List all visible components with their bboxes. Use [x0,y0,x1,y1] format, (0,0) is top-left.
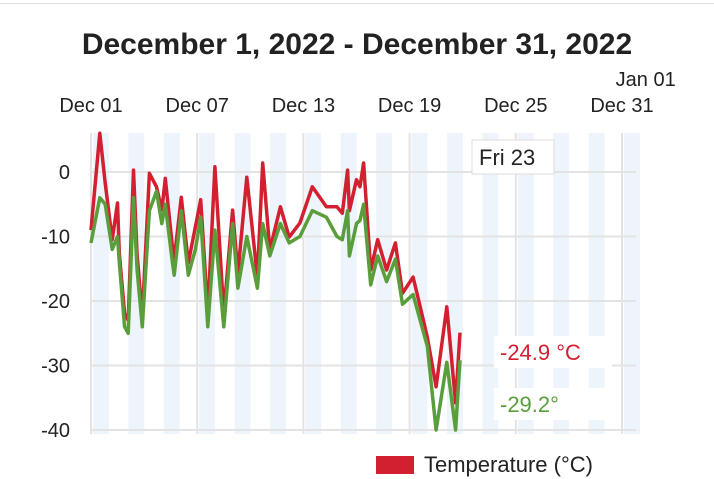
y-tick-label: -30 [41,356,70,378]
day-stripe [411,133,428,434]
end-label-bg [494,388,612,420]
day-stripe [234,133,251,434]
end-value-label: -29.2° [500,392,559,417]
y-tick-label: -10 [41,227,70,249]
day-stripe [624,133,640,434]
legend-label: Temperature (°C) [424,452,593,477]
x-tick-label: Dec 25 [484,95,547,117]
x-tick-label: Dec 13 [272,95,335,117]
x-tick-label: Dec 07 [166,95,229,117]
day-stripe [376,133,393,434]
day-stripe [270,133,286,434]
day-stripe [305,133,322,434]
legend-swatch [376,456,414,474]
y-tick-label: 0 [59,162,70,184]
tooltip-bg [471,139,555,175]
chart-title: December 1, 2022 - December 31, 2022 [81,28,633,61]
tooltip-label: Fri 23 [479,145,535,170]
end-value-label: -24.9 °C [500,340,581,365]
y-tick-label: -40 [41,420,70,442]
top-tab-strip [0,0,714,4]
x-tick-label: Jan 01 [616,69,676,91]
x-tick-label: Dec 01 [59,95,122,117]
day-stripe [340,133,357,434]
series-line-dew-point [89,189,462,432]
end-label-bg [494,336,612,368]
x-tick-label: Dec 31 [590,95,653,117]
x-tick-label: Dec 19 [378,95,441,117]
y-tick-label: -20 [41,291,70,313]
legend[interactable]: Temperature (°C) [376,452,593,478]
